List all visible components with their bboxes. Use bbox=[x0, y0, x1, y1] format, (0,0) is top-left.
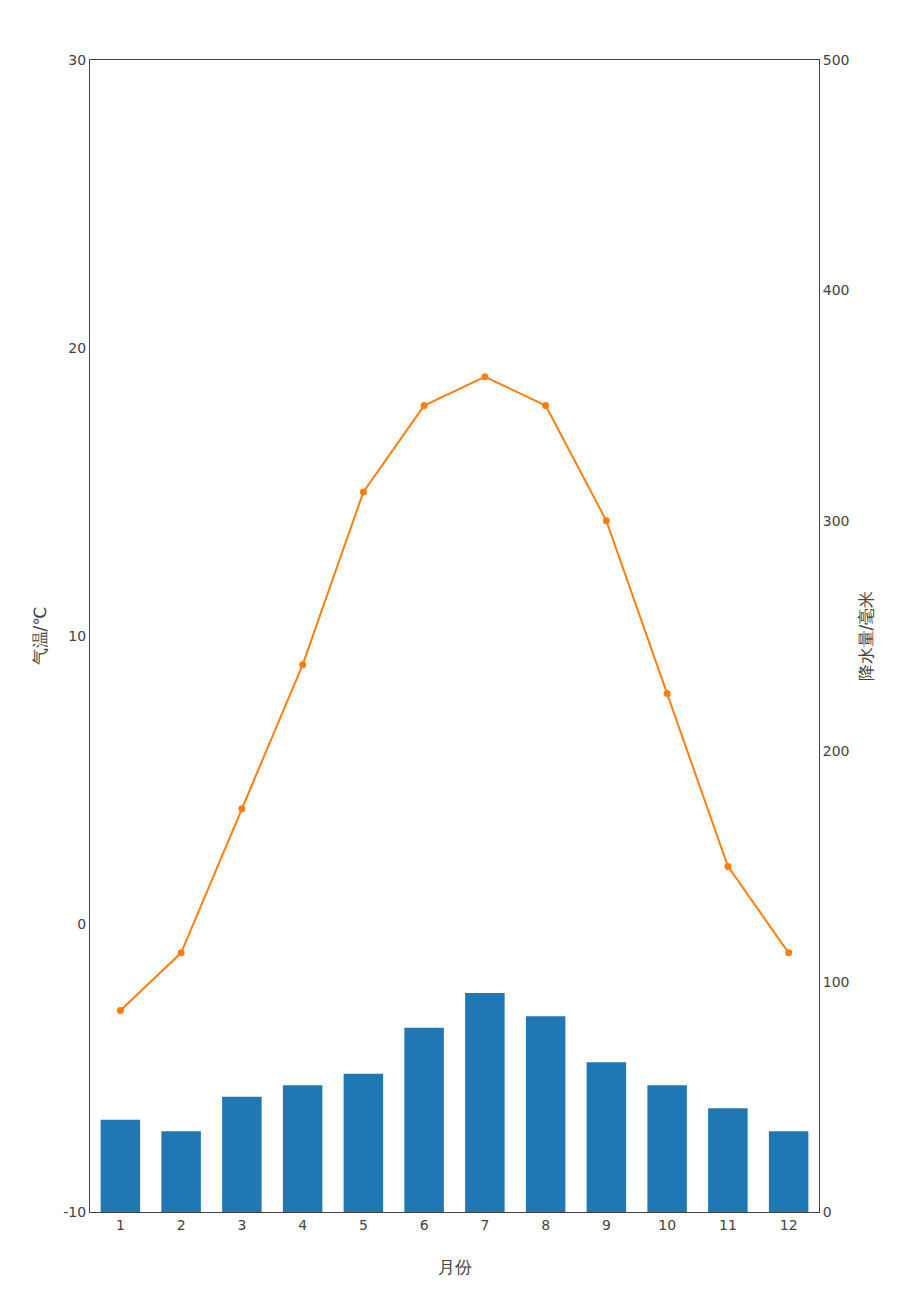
svg-text:10: 10 bbox=[68, 628, 86, 644]
svg-text:20: 20 bbox=[68, 340, 86, 356]
svg-text:3: 3 bbox=[237, 1217, 246, 1233]
svg-text:月份: 月份 bbox=[438, 1257, 472, 1277]
svg-text:0: 0 bbox=[77, 916, 86, 932]
svg-text:4: 4 bbox=[298, 1217, 307, 1233]
svg-text:1: 1 bbox=[116, 1217, 125, 1233]
svg-text:8: 8 bbox=[541, 1217, 550, 1233]
svg-text:100: 100 bbox=[823, 974, 850, 990]
svg-text:0: 0 bbox=[823, 1204, 832, 1220]
svg-text:12: 12 bbox=[780, 1217, 798, 1233]
svg-text:6: 6 bbox=[420, 1217, 429, 1233]
svg-text:-10: -10 bbox=[63, 1204, 86, 1220]
svg-text:300: 300 bbox=[823, 513, 850, 529]
svg-text:降水量/毫米: 降水量/毫米 bbox=[856, 591, 876, 682]
svg-text:2: 2 bbox=[177, 1217, 186, 1233]
svg-text:7: 7 bbox=[480, 1217, 489, 1233]
svg-text:10: 10 bbox=[658, 1217, 676, 1233]
svg-text:200: 200 bbox=[823, 743, 850, 759]
svg-text:500: 500 bbox=[823, 52, 850, 68]
svg-text:11: 11 bbox=[719, 1217, 737, 1233]
svg-text:400: 400 bbox=[823, 282, 850, 298]
svg-text:9: 9 bbox=[602, 1217, 611, 1233]
svg-text:气温/℃: 气温/℃ bbox=[30, 607, 50, 666]
svg-text:5: 5 bbox=[359, 1217, 368, 1233]
svg-text:30: 30 bbox=[68, 52, 86, 68]
